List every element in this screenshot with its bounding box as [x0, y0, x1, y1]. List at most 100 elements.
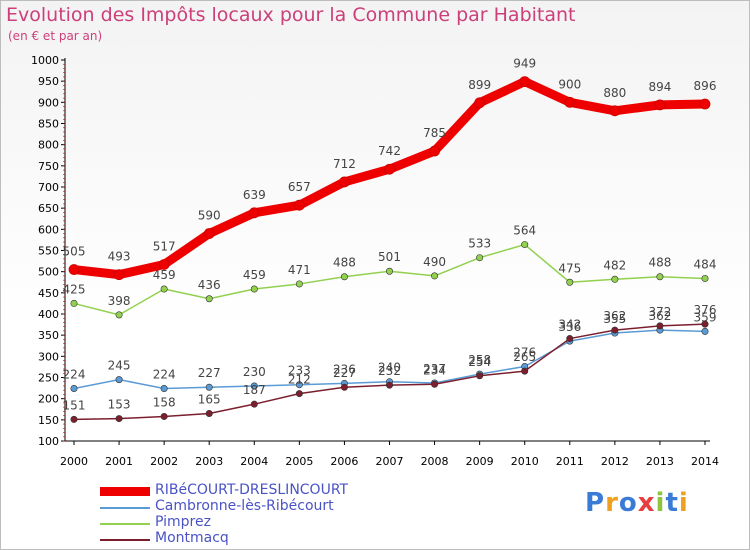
- data-label-0-7: 742: [378, 144, 401, 158]
- chart-subtitle: (en € et par an): [8, 29, 103, 43]
- data-point-2-6: [340, 273, 348, 281]
- legend-label-pimprez: Pimprez: [155, 514, 211, 530]
- data-label-3-9: 254: [468, 355, 491, 369]
- data-point-3-0: [70, 415, 78, 423]
- data-label-3-11: 342: [558, 318, 581, 332]
- data-label-1-6: 236: [333, 362, 356, 376]
- data-label-2-11: 475: [558, 261, 581, 275]
- data-label-2-13: 488: [648, 256, 671, 270]
- y-tick-label: 300: [38, 350, 59, 363]
- y-tick-label: 700: [38, 181, 59, 194]
- data-label-3-0: 151: [63, 398, 86, 412]
- data-point-3-4: [250, 400, 258, 408]
- x-tick-label: 2000: [60, 455, 88, 468]
- data-point-2-14: [701, 274, 709, 282]
- data-label-1-3: 227: [198, 366, 221, 380]
- data-label-1-12: 355: [603, 312, 626, 326]
- data-label-3-3: 165: [198, 392, 221, 406]
- data-point-2-0: [70, 299, 78, 307]
- data-point-1-5: [295, 381, 303, 389]
- data-point-3-10: [521, 367, 529, 375]
- data-point-1-14: [701, 327, 709, 335]
- data-point-1-4: [250, 382, 258, 390]
- y-tick-label: 750: [38, 160, 59, 173]
- y-tick-label: 450: [38, 287, 59, 300]
- data-label-3-4: 187: [243, 383, 266, 397]
- x-tick-label: 2005: [285, 455, 313, 468]
- data-label-3-5: 212: [288, 373, 311, 387]
- legend-label-cambronne: Cambronne-lès-Ribécourt: [155, 498, 334, 514]
- data-point-3-11: [566, 335, 574, 343]
- data-point-3-14: [701, 320, 709, 328]
- y-tick-label: 850: [38, 118, 59, 131]
- data-label-0-1: 493: [108, 250, 131, 264]
- x-tick-label: 2014: [691, 455, 719, 468]
- data-label-1-0: 224: [63, 368, 86, 382]
- data-point-2-2: [160, 285, 168, 293]
- x-tick-label: 2003: [195, 455, 223, 468]
- data-point-0-11: [564, 96, 576, 108]
- data-label-0-8: 785: [423, 126, 446, 140]
- data-label-1-10: 276: [513, 345, 536, 359]
- data-point-0-0: [68, 264, 80, 275]
- data-point-2-12: [611, 275, 619, 283]
- data-point-0-1: [113, 269, 125, 281]
- data-label-1-9: 258: [468, 353, 491, 367]
- x-tick-label: 2009: [466, 455, 494, 468]
- legend-swatch-cambronne: [100, 507, 150, 509]
- data-label-3-2: 158: [153, 395, 176, 409]
- data-label-0-5: 657: [288, 180, 311, 194]
- data-label-2-3: 436: [198, 278, 221, 292]
- data-label-2-12: 482: [603, 258, 626, 272]
- y-tick-label: 950: [38, 75, 59, 88]
- data-point-2-11: [566, 278, 574, 286]
- data-label-2-8: 490: [423, 255, 446, 269]
- data-label-2-1: 398: [108, 294, 131, 308]
- data-point-2-7: [385, 267, 393, 275]
- data-label-0-4: 639: [243, 188, 266, 202]
- x-tick-label: 2011: [556, 455, 584, 468]
- data-label-1-1: 245: [108, 359, 131, 373]
- y-tick-label: 150: [38, 414, 59, 427]
- legend-swatch-montmacq: [100, 539, 150, 541]
- data-point-2-1: [115, 311, 123, 319]
- data-point-3-7: [385, 381, 393, 389]
- data-label-0-14: 896: [694, 79, 717, 93]
- data-label-1-2: 224: [153, 368, 176, 382]
- x-tick-label: 2012: [601, 455, 629, 468]
- data-point-0-9: [474, 97, 486, 109]
- data-point-0-10: [519, 76, 531, 87]
- x-tick-label: 2007: [376, 455, 404, 468]
- data-label-3-7: 232: [378, 364, 401, 378]
- x-tick-label: 2001: [105, 455, 133, 468]
- data-label-0-13: 894: [648, 80, 671, 94]
- data-point-0-14: [699, 98, 711, 110]
- data-label-2-7: 501: [378, 250, 401, 264]
- legend-label-ribecourt: RIBéCOURT-DRESLINCOURT: [155, 482, 349, 498]
- data-label-0-0: 505: [63, 245, 86, 259]
- data-label-1-5: 233: [288, 364, 311, 378]
- data-label-0-3: 590: [198, 209, 221, 223]
- data-label-1-11: 336: [558, 320, 581, 334]
- data-label-3-6: 227: [333, 366, 356, 380]
- data-label-2-2: 459: [153, 268, 176, 282]
- data-point-2-5: [295, 280, 303, 288]
- data-point-1-3: [205, 383, 213, 391]
- y-tick-label: 800: [38, 139, 59, 152]
- data-point-2-8: [431, 272, 439, 280]
- data-point-2-9: [476, 254, 484, 262]
- x-tick-label: 2008: [421, 455, 449, 468]
- y-tick-label: 1000: [31, 54, 59, 67]
- y-tick-label: 200: [38, 393, 59, 406]
- proxiti-logo: Proxiti: [585, 488, 689, 518]
- data-label-2-14: 484: [694, 257, 717, 271]
- data-point-1-0: [70, 385, 78, 393]
- data-point-0-12: [609, 105, 621, 117]
- data-point-3-6: [340, 383, 348, 391]
- data-label-3-12: 362: [603, 309, 626, 323]
- data-label-2-5: 471: [288, 263, 311, 277]
- data-point-3-8: [431, 380, 439, 388]
- data-point-0-5: [293, 199, 305, 211]
- data-point-3-9: [476, 372, 484, 380]
